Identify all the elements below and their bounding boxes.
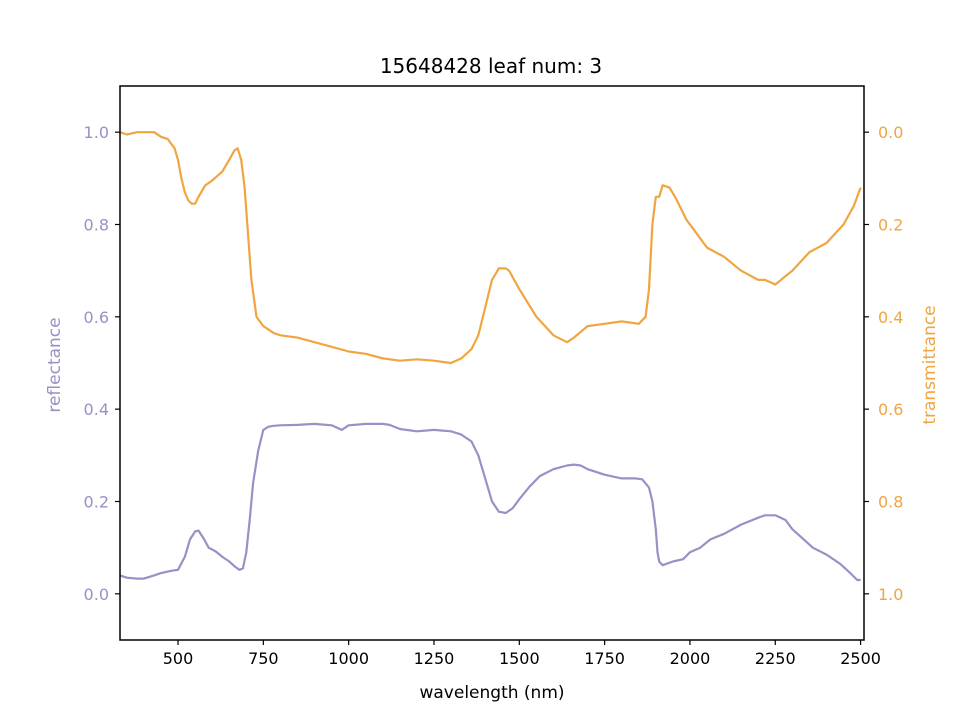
x-axis: 500 750 1000 1250 1500 1750 2000 2250 2500 [163, 640, 881, 668]
y-axis-left: 0.0 0.2 0.4 0.6 0.8 1.0 [84, 123, 120, 604]
y-right-tick-label: 0.8 [878, 493, 903, 512]
y-right-tick-label: 0.2 [878, 216, 903, 235]
y-axis-right: 0.0 0.2 0.4 0.6 0.8 1.0 [864, 123, 903, 604]
y-right-tick-label: 0.6 [878, 400, 903, 419]
y-right-tick-label: 1.0 [878, 585, 903, 604]
x-axis-label: wavelength (nm) [419, 683, 564, 703]
x-tick-label: 500 [163, 649, 194, 668]
x-tick-label: 2000 [670, 649, 711, 668]
y-left-tick-label: 1.0 [84, 123, 109, 142]
y-left-tick-label: 0.4 [84, 400, 109, 419]
y-left-tick-label: 0.8 [84, 216, 109, 235]
y-right-tick-label: 0.4 [878, 308, 903, 327]
x-tick-label: 1000 [328, 649, 369, 668]
x-tick-label: 2500 [840, 649, 881, 668]
y-right-tick-label: 0.0 [878, 123, 903, 142]
y-left-tick-label: 0.6 [84, 308, 109, 327]
x-tick-label: 1250 [414, 649, 455, 668]
series-line-transmittance [119, 131, 862, 365]
x-tick-label: 2250 [755, 649, 796, 668]
x-tick-label: 750 [248, 649, 279, 668]
x-tick-label: 1500 [499, 649, 540, 668]
y-left-tick-label: 0.2 [84, 493, 109, 512]
plot-area [119, 85, 865, 641]
y-axis-label-left: reflectance [45, 317, 65, 412]
y-axis-label-right: transmittance [920, 305, 940, 424]
x-tick-label: 1750 [584, 649, 625, 668]
series-line-reflectance [119, 422, 861, 582]
series-layer [119, 131, 862, 582]
y-left-tick-label: 0.0 [84, 585, 109, 604]
chart-title: 15648428 leaf num: 3 [380, 54, 602, 78]
